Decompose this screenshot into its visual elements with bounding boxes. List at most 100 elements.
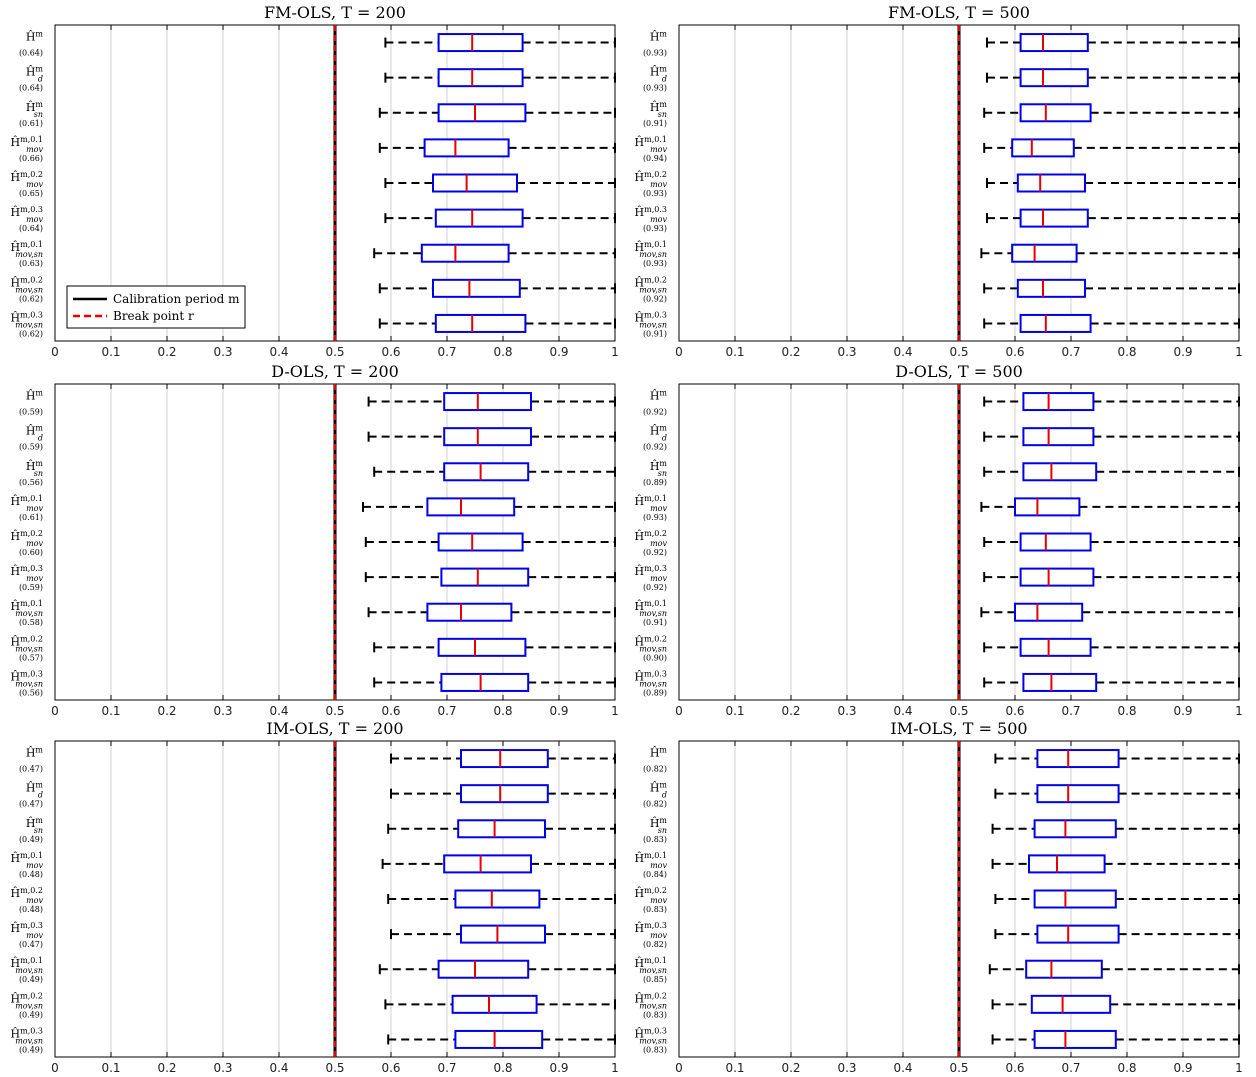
box-row: [387, 819, 616, 839]
x-tick-label: 0.4: [269, 345, 288, 359]
row-label-subscript: mov: [26, 931, 43, 940]
iqr-box: [451, 994, 538, 1014]
row-label-subscript: mov,sn: [639, 679, 667, 688]
row-label-frac: (0.62): [19, 329, 43, 338]
x-tick-label: 0.3: [213, 1061, 232, 1075]
row-label: Ĥm,0.1: [11, 240, 43, 254]
row-label-frac: (0.82): [643, 800, 667, 809]
row-label-subscript: sn: [34, 826, 43, 835]
row-label-frac: (0.92): [643, 583, 667, 592]
box-row: [387, 889, 616, 909]
row-label-frac: (0.90): [643, 653, 667, 662]
row-label-frac: (0.59): [19, 408, 43, 417]
row-label: Ĥm: [650, 746, 668, 760]
iqr-box: [434, 313, 527, 333]
row-label-subscript: sn: [658, 110, 667, 119]
x-tick-label: 0.6: [1005, 704, 1024, 718]
box-row: [364, 567, 616, 587]
x-tick-label: 0.6: [381, 704, 400, 718]
x-tick-label: 0.8: [493, 345, 512, 359]
panel-1: FM-OLS, T = 200 0 0.1 0.2 0.3 0.4 0.5 0.6 0.7 0.8…: [11, 3, 619, 359]
box-row: [378, 278, 616, 298]
x-tick-label: 1: [611, 345, 619, 359]
x-tick-label: 0.9: [1173, 704, 1192, 718]
iqr-box: [1022, 427, 1095, 447]
box-row: [991, 854, 1240, 874]
row-label-subscript: mov: [26, 180, 43, 189]
box-row: [378, 313, 616, 333]
x-tick-label: 0.8: [1117, 1061, 1136, 1075]
iqr-box: [437, 33, 524, 53]
row-label-frac: (0.47): [19, 765, 43, 774]
iqr-box: [437, 637, 527, 657]
row-label-frac: (0.89): [643, 478, 667, 487]
iqr-box: [1033, 889, 1117, 909]
box-row: [390, 924, 616, 944]
row-label-subscript: mov,sn: [639, 1001, 667, 1010]
row-label: Ĥm: [650, 30, 668, 44]
box-row: [373, 462, 616, 482]
row-label-subscript: mov: [650, 215, 667, 224]
iqr-box: [1022, 392, 1095, 412]
row-label: Ĥm,0.2: [635, 529, 667, 543]
iqr-box: [426, 497, 516, 517]
iqr-box: [1022, 672, 1098, 692]
box-row: [378, 959, 616, 979]
iqr-box: [1019, 33, 1089, 53]
panel-title: IM-OLS, T = 200: [266, 719, 403, 738]
row-label-subscript: mov,sn: [15, 250, 43, 259]
iqr-box: [457, 819, 547, 839]
x-tick-label: 0.6: [1005, 1061, 1024, 1075]
row-label-subscript: sn: [34, 110, 43, 119]
x-tick-label: 0: [675, 704, 683, 718]
row-label-frac: (0.92): [643, 294, 667, 303]
row-label-frac: (0.59): [19, 443, 43, 452]
row-label-frac: (0.62): [19, 294, 43, 303]
row-label-subscript: mov: [26, 215, 43, 224]
x-tick-label: 0.2: [781, 345, 800, 359]
box-row: [980, 497, 1240, 517]
row-label-subscript: mov: [650, 574, 667, 583]
row-label-frac: (0.83): [643, 835, 667, 844]
row-label-subscript: mov,sn: [15, 320, 43, 329]
row-label: Ĥm: [26, 816, 44, 830]
row-label-frac: (0.92): [643, 443, 667, 452]
row-label-frac: (0.93): [643, 189, 667, 198]
iqr-box: [1014, 497, 1081, 517]
row-label-subscript: mov,sn: [15, 679, 43, 688]
row-label: Ĥm,0.2: [635, 886, 667, 900]
row-label: Ĥm: [650, 424, 668, 438]
box-row: [390, 784, 616, 804]
row-label: Ĥm,0.1: [635, 599, 667, 613]
row-label-frac: (0.83): [643, 905, 667, 914]
row-label: Ĥm,0.3: [635, 921, 667, 935]
iqr-box: [460, 784, 549, 804]
x-tick-label: 0.4: [269, 704, 288, 718]
row-label-frac: (0.63): [19, 259, 43, 268]
x-tick-label: 0.5: [325, 345, 344, 359]
row-label: Ĥm,0.1: [11, 956, 43, 970]
iqr-box: [443, 392, 533, 412]
row-label-subscript: mov: [26, 504, 43, 513]
iqr-box: [1019, 103, 1092, 123]
row-label-subscript: mov,sn: [639, 644, 667, 653]
row-label-frac: (0.64): [19, 84, 43, 93]
box-row: [384, 173, 616, 193]
box-row: [381, 854, 616, 874]
row-label: Ĥm: [650, 65, 668, 79]
iqr-box: [1016, 173, 1086, 193]
iqr-box: [454, 1029, 544, 1049]
row-label-subscript: mov,sn: [15, 1036, 43, 1045]
box-row: [983, 462, 1240, 482]
panel-title: D-OLS, T = 500: [895, 362, 1023, 381]
x-tick-label: 0.7: [437, 1061, 456, 1075]
row-label: Ĥm,0.2: [11, 886, 43, 900]
iqr-box: [1036, 924, 1120, 944]
row-label-subscript: mov: [650, 539, 667, 548]
row-label: Ĥm,0.2: [11, 170, 43, 184]
panel-6: IM-OLS, T = 500 0 0.1 0.2 0.3 0.4 0.5 0.6 0.7 0.8…: [635, 719, 1243, 1075]
x-tick-label: 0.4: [269, 1061, 288, 1075]
panel-3: D-OLS, T = 200 0 0.1 0.2 0.3 0.4 0.5 0.6 0.7 0.8 0…: [11, 362, 619, 718]
row-label-frac: (0.64): [19, 224, 43, 233]
